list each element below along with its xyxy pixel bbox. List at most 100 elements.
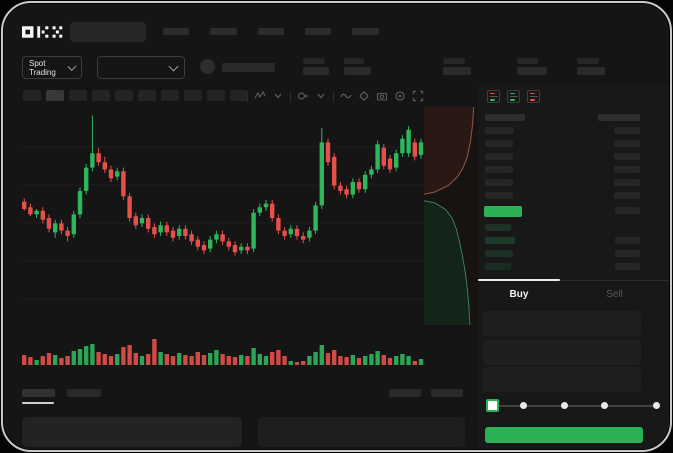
order-book-row[interactable] [478,222,669,233]
nav-item[interactable] [305,28,331,35]
sell-tab[interactable]: Sell [606,289,623,300]
price-placeholder [485,224,511,231]
chevron-down-icon [168,61,179,71]
orderbook-view-icons [487,90,540,103]
order-book-row[interactable] [478,261,669,272]
bottom-active-tab-underline [22,402,54,404]
interval-button[interactable] [230,90,248,101]
order-book-row[interactable] [478,190,669,201]
interval-button[interactable] [69,90,87,101]
nav-items [163,28,379,35]
tabs-divider [478,280,669,281]
candlestick-chart[interactable] [20,105,482,373]
order-input[interactable] [483,367,641,392]
interval-button[interactable] [207,90,225,101]
indicators-icon[interactable] [297,90,309,102]
nav-item[interactable] [352,28,379,35]
slider-track[interactable] [490,405,658,407]
bottom-tab[interactable] [22,389,55,397]
bottom-control[interactable] [389,389,421,397]
bottom-tab[interactable] [67,389,101,397]
bottom-panel [258,417,465,447]
slider-handle[interactable] [486,399,499,412]
amount-placeholder [614,127,640,134]
stat-value-placeholder [443,67,471,75]
stat-label-placeholder [577,58,599,64]
amount-placeholder [598,114,640,121]
order-book-row[interactable] [478,125,669,136]
chart-style-icon[interactable] [254,90,266,102]
order-book-row[interactable] [478,248,669,259]
amount-placeholder [615,207,640,214]
camera-icon[interactable] [376,90,388,102]
wave-icon[interactable] [340,90,352,102]
buy-tab[interactable]: Buy [509,289,529,300]
depth-chart [424,107,478,325]
amount-placeholder [614,153,640,160]
order-input[interactable] [483,340,641,365]
submit-order-button[interactable] [485,427,643,443]
amount-placeholder [615,250,640,257]
toolbar-separator [290,90,291,102]
bottom-control[interactable] [431,389,463,397]
interval-buttons [23,90,248,101]
nav-item[interactable] [163,28,189,35]
interval-button[interactable] [46,90,64,101]
order-book-row[interactable] [478,177,669,188]
interval-button[interactable] [92,90,110,101]
stat-value-placeholder [344,67,371,75]
book-asks-icon[interactable] [527,90,540,103]
nav-item[interactable] [210,28,237,35]
order-book-row[interactable] [478,205,669,216]
stat-value-placeholder [303,67,329,75]
chevron-down-icon[interactable] [272,90,284,102]
ticker-stats [303,58,633,78]
order-input[interactable] [483,311,641,336]
chevron-down-icon[interactable] [315,90,327,102]
order-book-row[interactable] [478,164,669,175]
toolbar-separator [247,90,248,102]
amount-placeholder [615,263,640,270]
interval-button[interactable] [23,90,41,101]
price-placeholder [485,179,513,186]
slider-stop[interactable] [601,402,608,409]
slider-stop[interactable] [561,402,568,409]
search-input[interactable] [70,22,146,42]
order-book-row[interactable] [478,235,669,246]
order-book-header [478,112,669,123]
amount-slider[interactable] [486,399,662,413]
interval-button[interactable] [161,90,179,101]
market-type-label: Spot Trading [29,58,56,77]
interval-button[interactable] [138,90,156,101]
market-type-selector[interactable]: Spot Trading [22,56,82,79]
active-tab-indicator [478,279,560,281]
stat-label-placeholder [344,58,364,64]
settings-icon[interactable] [394,90,406,102]
order-book-row[interactable] [478,151,669,162]
slider-stop[interactable] [520,402,527,409]
interval-button[interactable] [115,90,133,101]
price-placeholder [485,237,515,244]
price-placeholder [485,127,514,134]
amount-placeholder [615,237,640,244]
amount-placeholder [614,166,640,173]
toolbar-separator [333,90,334,102]
stat-label-placeholder [303,58,325,64]
pair-selector[interactable] [97,56,185,79]
book-combined-icon[interactable] [487,90,500,103]
last-price-badge[interactable] [484,206,522,217]
price-placeholder [485,263,511,270]
okx-logo[interactable] [22,24,64,40]
price-placeholder [485,250,513,257]
avatar[interactable] [200,59,215,74]
order-book-row[interactable] [478,138,669,149]
interval-button[interactable] [184,90,202,101]
nav-item[interactable] [258,28,284,35]
slider-stop[interactable] [653,402,660,409]
user-label-placeholder [222,63,275,72]
book-bids-icon[interactable] [507,90,520,103]
tag-icon[interactable] [358,90,370,102]
order-book [478,108,669,280]
fullscreen-icon[interactable] [412,90,424,102]
